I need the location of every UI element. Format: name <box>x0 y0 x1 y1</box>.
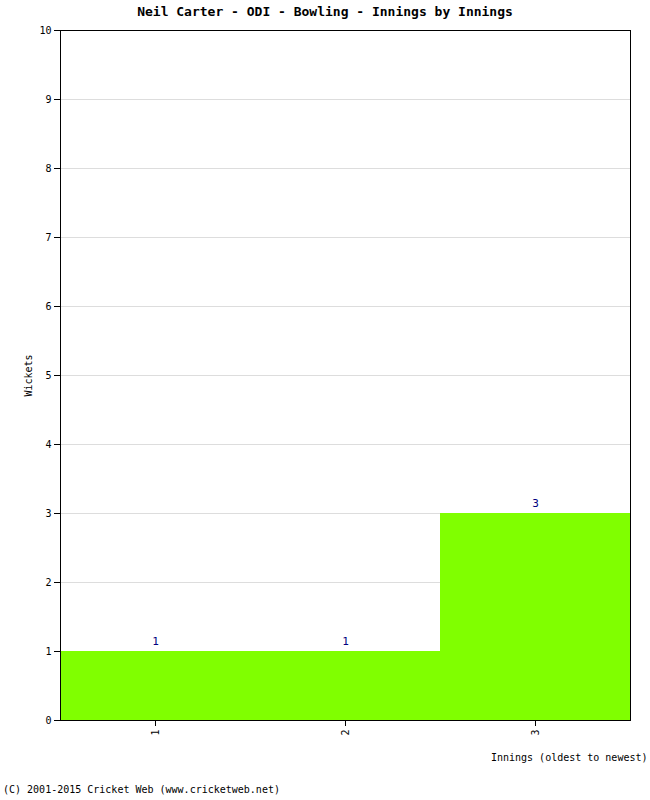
svg-text:Innings (oldest to newest): Innings (oldest to newest) <box>491 752 648 763</box>
svg-text:1: 1 <box>152 635 159 648</box>
svg-text:1: 1 <box>342 635 349 648</box>
svg-text:2: 2 <box>45 577 51 588</box>
svg-text:1: 1 <box>45 646 51 657</box>
svg-text:7: 7 <box>45 232 51 243</box>
html-text:(C) 2001-2015 Cricket Web (www: (C) 2001-2015 Cricket Web (www.cricketwe… <box>3 784 280 795</box>
html-text:Neil Carter - ODI - Bowling -: Neil Carter - ODI - Bowling - Innings by… <box>137 4 513 19</box>
svg-text:Wickets: Wickets <box>23 354 34 396</box>
svg-text:1: 1 <box>150 730 161 736</box>
svg-text:5: 5 <box>45 370 51 381</box>
svg-text:3: 3 <box>45 508 51 519</box>
svg-text:4: 4 <box>45 439 51 450</box>
svg-text:6: 6 <box>45 301 51 312</box>
svg-text:10: 10 <box>39 25 51 36</box>
svg-text:9: 9 <box>45 94 51 105</box>
svg-text:0: 0 <box>45 715 51 726</box>
svg-text:8: 8 <box>45 163 51 174</box>
svg-text:3: 3 <box>532 497 539 510</box>
svg-text:3: 3 <box>530 730 541 736</box>
svg-text:2: 2 <box>340 730 351 736</box>
